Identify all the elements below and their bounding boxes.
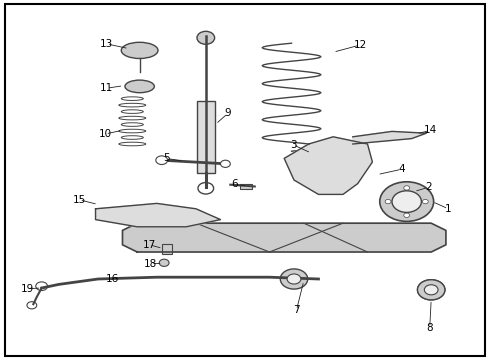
Circle shape — [380, 182, 434, 221]
Circle shape — [27, 302, 37, 309]
Circle shape — [220, 160, 230, 167]
Circle shape — [198, 183, 214, 194]
Text: 3: 3 — [290, 140, 296, 150]
Text: 19: 19 — [20, 284, 34, 294]
Polygon shape — [353, 131, 426, 144]
Text: 5: 5 — [163, 153, 170, 163]
Text: 8: 8 — [426, 323, 433, 333]
Polygon shape — [96, 203, 220, 227]
Ellipse shape — [121, 42, 158, 59]
Circle shape — [197, 31, 215, 44]
Text: 17: 17 — [143, 240, 156, 250]
Text: 11: 11 — [100, 83, 114, 93]
Circle shape — [287, 274, 301, 284]
Text: 4: 4 — [398, 164, 405, 174]
Bar — [197, 101, 215, 173]
Text: 6: 6 — [231, 179, 238, 189]
Text: 13: 13 — [100, 39, 114, 49]
Text: 9: 9 — [224, 108, 231, 118]
Ellipse shape — [125, 80, 154, 93]
Text: 16: 16 — [106, 274, 120, 284]
Text: 14: 14 — [423, 125, 437, 135]
Bar — [162, 244, 172, 254]
Circle shape — [417, 280, 445, 300]
Circle shape — [424, 285, 438, 295]
Circle shape — [280, 269, 308, 289]
Circle shape — [36, 282, 48, 291]
Text: 1: 1 — [445, 204, 452, 214]
Circle shape — [404, 186, 410, 190]
Circle shape — [159, 259, 169, 266]
Circle shape — [392, 191, 421, 212]
Bar — [240, 184, 252, 189]
Text: 12: 12 — [353, 40, 367, 50]
Circle shape — [422, 199, 428, 204]
Text: 18: 18 — [144, 258, 158, 269]
Circle shape — [424, 285, 438, 295]
Polygon shape — [122, 223, 446, 252]
Text: 2: 2 — [425, 182, 432, 192]
Text: 10: 10 — [99, 129, 112, 139]
Circle shape — [417, 280, 445, 300]
Circle shape — [156, 156, 168, 165]
Circle shape — [404, 213, 410, 217]
Text: 7: 7 — [293, 305, 300, 315]
Text: 15: 15 — [73, 195, 86, 205]
Circle shape — [385, 199, 391, 204]
Polygon shape — [284, 137, 372, 194]
